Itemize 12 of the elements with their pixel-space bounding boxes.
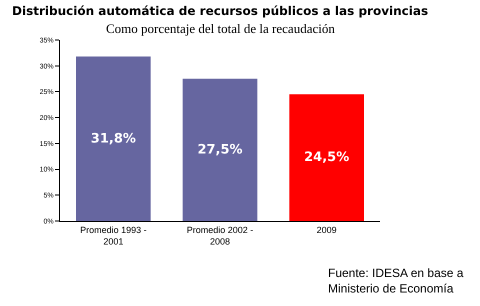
x-tick-label: 2009 [316, 224, 337, 235]
bar [289, 94, 364, 221]
x-tick-label: Promedio 2002 - 2008 [186, 224, 254, 246]
data-label: 31,8% [90, 131, 136, 146]
source-note: Fuente: IDESA en base a Ministerio de Economía [328, 266, 464, 296]
chart-subtitle: Como porcentaje del total de la recaudación [106, 21, 336, 36]
x-tick-label: Promedio 1993 - 2001 [80, 224, 147, 246]
bar [76, 56, 151, 221]
chart-title: Distribución automática de recursos públicos a las provincias [12, 4, 428, 18]
bar [182, 78, 258, 221]
data-label: 24,5% [304, 150, 350, 166]
data-label: 27,5% [197, 142, 243, 158]
